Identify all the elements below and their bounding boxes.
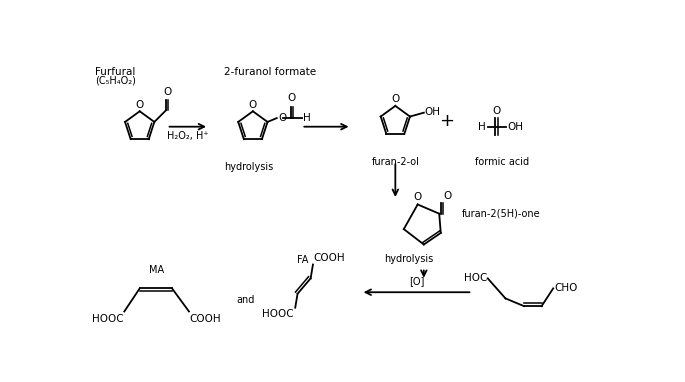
Text: furan-2(5H)-one: furan-2(5H)-one [462,209,541,219]
Text: CHO: CHO [554,283,577,293]
Text: HOOC: HOOC [262,309,294,319]
Text: O: O [249,100,257,110]
Text: H₂O₂, H⁺: H₂O₂, H⁺ [167,131,209,141]
Text: O: O [414,192,422,202]
Text: [O]: [O] [409,276,425,286]
Text: and: and [236,295,254,305]
Text: 2-furanol formate: 2-furanol formate [225,67,316,78]
Text: MA: MA [149,264,164,275]
Text: O: O [444,191,452,201]
Text: O: O [136,100,144,110]
Text: +: + [440,112,454,130]
Text: furan-2-ol: furan-2-ol [371,157,419,167]
Text: HOC: HOC [464,273,487,283]
Text: H: H [303,113,311,123]
Text: O: O [287,94,295,104]
Text: OH: OH [425,107,440,117]
Text: O: O [492,106,500,116]
Text: Furfural: Furfural [95,67,136,78]
Text: O: O [391,94,399,104]
Text: H: H [478,122,486,132]
Text: O: O [163,86,171,97]
Text: formic acid: formic acid [475,157,529,167]
Text: HOOC: HOOC [92,314,123,324]
Text: (C₅H₄O₂): (C₅H₄O₂) [95,76,136,86]
Text: COOH: COOH [314,253,345,263]
Text: O: O [278,113,286,123]
Text: hydrolysis: hydrolysis [225,162,274,172]
Text: COOH: COOH [190,314,221,324]
Text: OH: OH [507,122,523,132]
Text: hydrolysis: hydrolysis [384,254,433,264]
Text: FA: FA [297,255,309,265]
